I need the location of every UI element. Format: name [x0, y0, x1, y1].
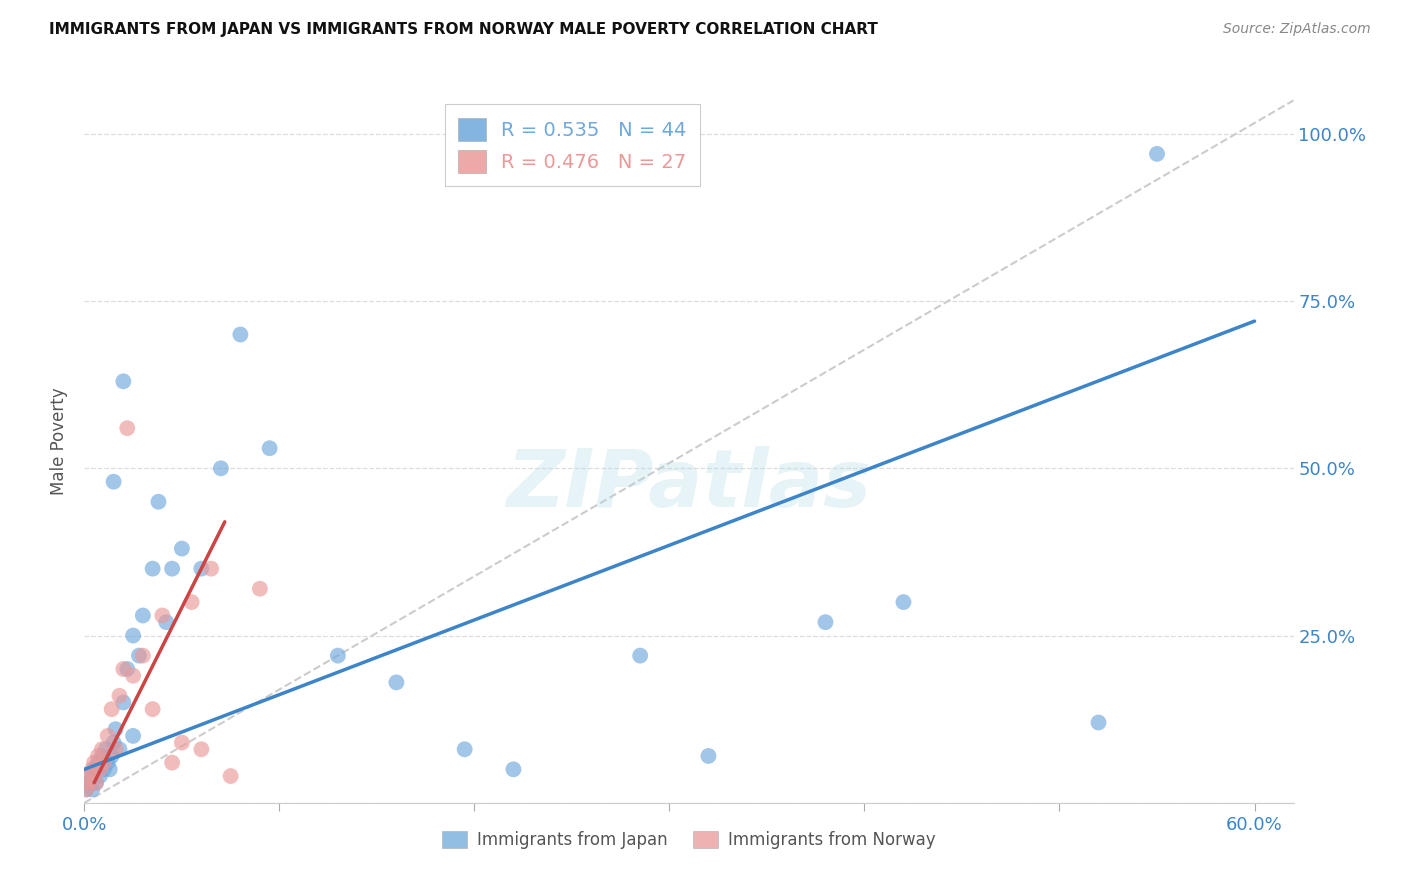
- Point: [90, 749, 112, 764]
- Point: [190, 562, 212, 576]
- Point: [326, 648, 349, 663]
- Point: [128, 648, 150, 663]
- Point: [148, 494, 170, 508]
- Point: [104, 723, 127, 737]
- Point: [77, 776, 100, 790]
- Point: [108, 742, 131, 756]
- Point: [112, 662, 135, 676]
- Point: [83, 756, 105, 770]
- Point: [89, 762, 111, 776]
- Point: [200, 562, 222, 576]
- Point: [89, 769, 111, 783]
- Point: [97, 756, 120, 770]
- Point: [79, 769, 101, 783]
- Point: [77, 776, 100, 790]
- Point: [87, 749, 110, 764]
- Point: [98, 762, 121, 776]
- Point: [628, 648, 651, 663]
- Text: ZIPatlas: ZIPatlas: [506, 446, 872, 524]
- Point: [122, 628, 145, 642]
- Point: [100, 702, 122, 716]
- Point: [112, 696, 135, 710]
- Point: [82, 762, 104, 776]
- Point: [84, 776, 107, 790]
- Point: [259, 442, 281, 455]
- Point: [82, 782, 104, 797]
- Point: [104, 742, 127, 756]
- Point: [103, 475, 125, 489]
- Point: [814, 615, 837, 630]
- Point: [93, 756, 115, 770]
- Point: [93, 762, 115, 776]
- Point: [103, 735, 125, 749]
- Point: [209, 461, 232, 475]
- Point: [160, 562, 183, 576]
- Point: [170, 541, 193, 556]
- Point: [1146, 147, 1168, 161]
- Point: [122, 729, 145, 743]
- Point: [117, 421, 139, 435]
- Point: [108, 689, 131, 703]
- Point: [170, 735, 193, 749]
- Point: [1087, 715, 1109, 730]
- Point: [97, 729, 120, 743]
- Point: [100, 749, 122, 764]
- Point: [155, 615, 177, 630]
- Point: [87, 756, 110, 770]
- Point: [75, 782, 97, 797]
- Point: [180, 595, 202, 609]
- Legend: Immigrants from Japan, Immigrants from Norway: Immigrants from Japan, Immigrants from N…: [436, 824, 942, 856]
- Point: [229, 327, 252, 342]
- Point: [84, 776, 107, 790]
- Point: [893, 595, 915, 609]
- Point: [94, 742, 117, 756]
- Point: [117, 662, 139, 676]
- Point: [132, 608, 155, 623]
- Point: [249, 582, 271, 596]
- Point: [219, 769, 242, 783]
- Point: [502, 762, 524, 776]
- Point: [83, 762, 105, 776]
- Point: [453, 742, 475, 756]
- Point: [150, 608, 173, 623]
- Y-axis label: Male Poverty: Male Poverty: [51, 388, 69, 495]
- Text: Source: ZipAtlas.com: Source: ZipAtlas.com: [1223, 22, 1371, 37]
- Point: [75, 782, 97, 797]
- Point: [112, 375, 135, 389]
- Text: IMMIGRANTS FROM JAPAN VS IMMIGRANTS FROM NORWAY MALE POVERTY CORRELATION CHART: IMMIGRANTS FROM JAPAN VS IMMIGRANTS FROM…: [49, 22, 879, 37]
- Point: [122, 669, 145, 683]
- Point: [132, 648, 155, 663]
- Point: [697, 749, 720, 764]
- Point: [90, 742, 112, 756]
- Point: [160, 756, 183, 770]
- Point: [142, 702, 165, 716]
- Point: [385, 675, 408, 690]
- Point: [190, 742, 212, 756]
- Point: [79, 769, 101, 783]
- Point: [142, 562, 165, 576]
